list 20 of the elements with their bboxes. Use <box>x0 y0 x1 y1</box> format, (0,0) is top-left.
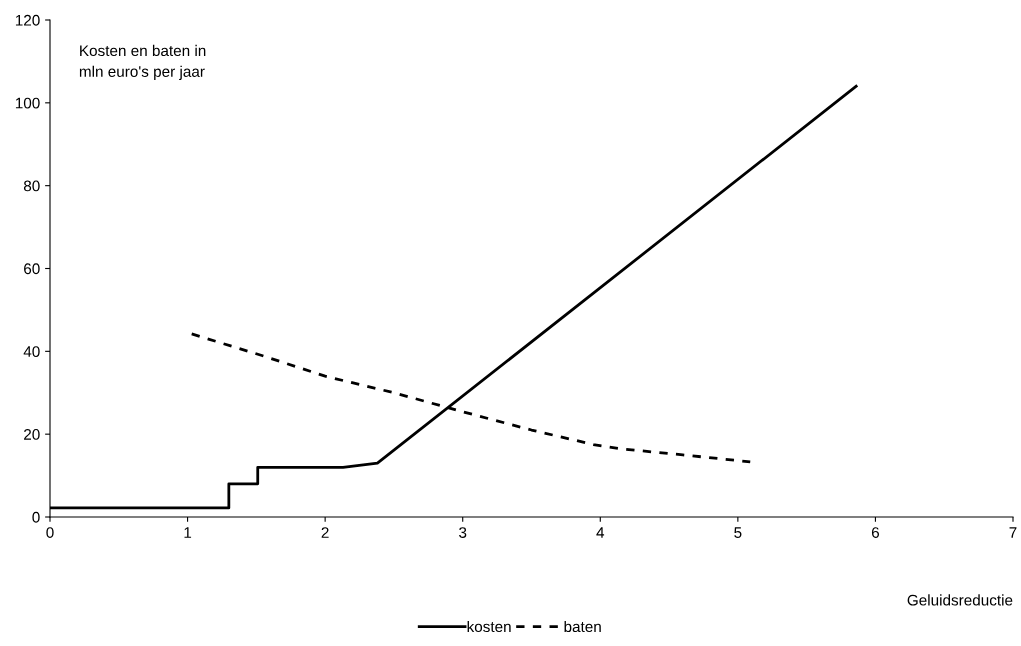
x-tick-label: 1 <box>184 527 192 538</box>
x-axis-title: Geluidsreductie <box>907 594 1013 606</box>
y-tick-label: 60 <box>24 263 40 275</box>
x-tick-label: 6 <box>871 527 880 538</box>
y-tick-label: 20 <box>24 429 40 440</box>
y-tick-label: 120 <box>15 14 40 26</box>
y-axis-title: Kosten en baten in mln euro's per jaar <box>79 44 206 80</box>
x-tick-label: 5 <box>734 527 742 538</box>
x-tick-label: 7 <box>1009 527 1017 538</box>
y-tick-label: 40 <box>23 346 40 358</box>
y-tick-label: 100 <box>15 97 40 109</box>
legend-label: baten <box>564 620 601 633</box>
x-tick-label: 0 <box>46 527 54 538</box>
legend-label: kosten <box>467 620 511 633</box>
line-series <box>190 332 752 464</box>
x-tick-label: 4 <box>596 527 605 538</box>
y-tick-label: 0 <box>32 511 40 523</box>
x-tick-label: 3 <box>459 527 467 538</box>
y-tick-label: 80 <box>23 180 40 192</box>
x-tick-label: 2 <box>321 527 329 538</box>
